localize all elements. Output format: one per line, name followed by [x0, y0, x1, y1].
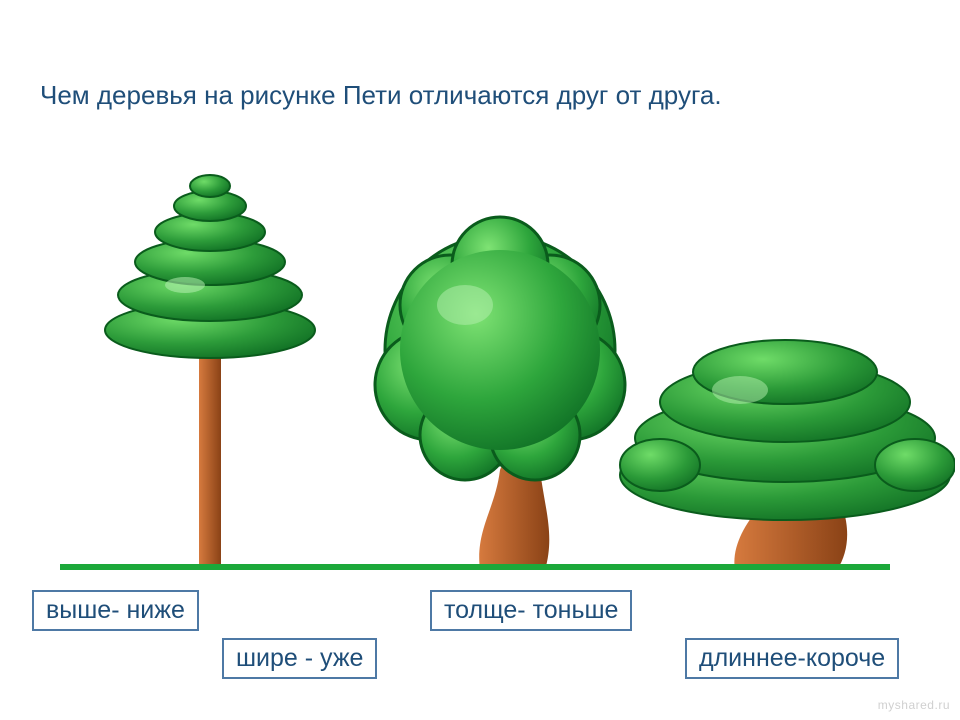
ground-line — [60, 564, 890, 570]
label-height: выше- ниже — [32, 590, 199, 631]
tree-wide — [615, 330, 955, 570]
label-width: шире - уже — [222, 638, 377, 679]
tree-round — [360, 210, 640, 570]
label-length: длиннее-короче — [685, 638, 899, 679]
watermark: myshared.ru — [878, 698, 950, 712]
tree-tall — [100, 170, 320, 570]
tree-scene — [60, 150, 920, 570]
slide-title: Чем деревья на рисунке Пети отличаются д… — [40, 80, 722, 111]
label-thick: толще- тоньше — [430, 590, 632, 631]
